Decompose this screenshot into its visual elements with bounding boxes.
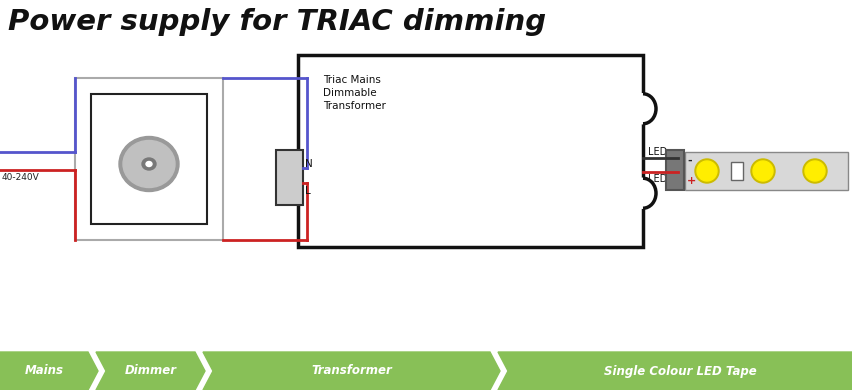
Ellipse shape bbox=[146, 161, 152, 167]
Polygon shape bbox=[0, 352, 98, 390]
Polygon shape bbox=[96, 352, 204, 390]
Text: Single Colour LED Tape: Single Colour LED Tape bbox=[603, 365, 756, 378]
Ellipse shape bbox=[804, 161, 824, 181]
FancyBboxPatch shape bbox=[730, 162, 742, 180]
FancyBboxPatch shape bbox=[297, 55, 642, 247]
FancyBboxPatch shape bbox=[276, 150, 302, 205]
Text: N: N bbox=[305, 159, 313, 169]
FancyBboxPatch shape bbox=[91, 94, 207, 224]
Text: Power supply for TRIAC dimming: Power supply for TRIAC dimming bbox=[8, 8, 545, 36]
Polygon shape bbox=[498, 352, 852, 390]
Text: LED +: LED + bbox=[648, 174, 677, 184]
Ellipse shape bbox=[750, 159, 774, 183]
Text: -: - bbox=[686, 156, 691, 166]
Text: L: L bbox=[305, 186, 310, 196]
Ellipse shape bbox=[119, 136, 179, 191]
Text: Dimmer: Dimmer bbox=[124, 365, 176, 378]
Ellipse shape bbox=[141, 158, 156, 170]
Ellipse shape bbox=[630, 178, 655, 208]
Ellipse shape bbox=[752, 161, 772, 181]
Text: Mains: Mains bbox=[25, 365, 63, 378]
Text: 40-240V: 40-240V bbox=[2, 173, 40, 182]
Polygon shape bbox=[203, 352, 499, 390]
FancyBboxPatch shape bbox=[665, 150, 683, 190]
Text: +: + bbox=[686, 176, 695, 186]
Ellipse shape bbox=[694, 159, 718, 183]
FancyBboxPatch shape bbox=[75, 78, 222, 240]
Ellipse shape bbox=[123, 140, 175, 188]
Ellipse shape bbox=[802, 159, 826, 183]
Ellipse shape bbox=[630, 94, 655, 124]
Text: Triac Mains: Triac Mains bbox=[323, 75, 381, 85]
FancyBboxPatch shape bbox=[684, 152, 847, 190]
Text: Transformer: Transformer bbox=[311, 365, 391, 378]
Text: Transformer: Transformer bbox=[323, 101, 385, 111]
Ellipse shape bbox=[696, 161, 717, 181]
Text: LED -: LED - bbox=[648, 147, 673, 157]
Text: Dimmable: Dimmable bbox=[323, 88, 377, 98]
